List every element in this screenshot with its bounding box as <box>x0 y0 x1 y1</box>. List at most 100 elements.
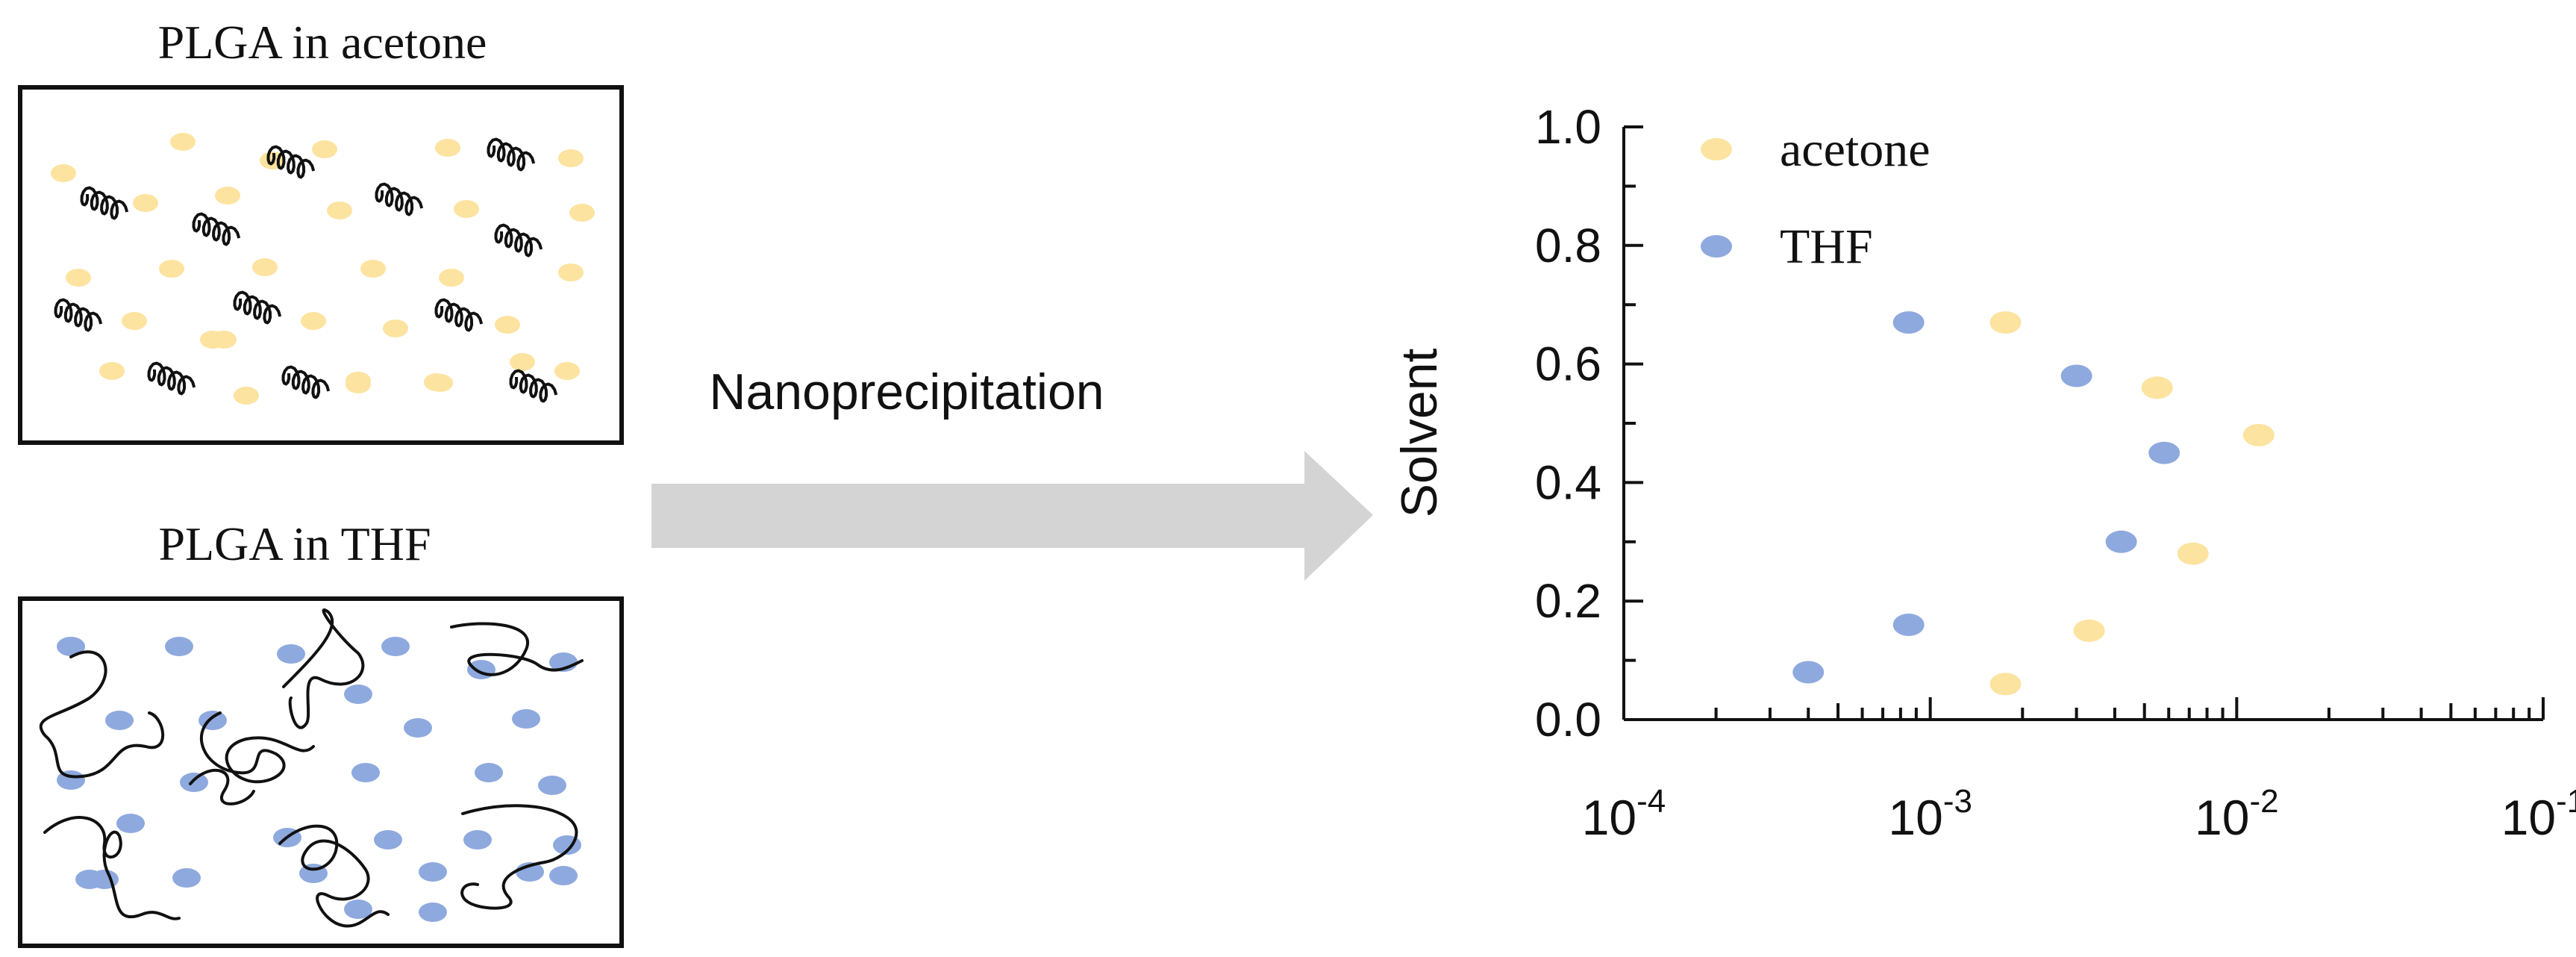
polymer-chain <box>43 816 181 920</box>
thf-molecule <box>277 644 305 664</box>
acetone-molecule <box>558 264 584 281</box>
polymer-chain <box>199 711 315 784</box>
x-tick-label: 10-3 <box>1888 783 1972 845</box>
y-tick-label: 0.2 <box>1535 574 1601 628</box>
acetone-molecule <box>346 375 371 393</box>
y-tick-label: 0.0 <box>1535 693 1601 746</box>
acetone-molecule <box>66 269 91 287</box>
acetone-molecule <box>495 316 520 334</box>
data-point-thf <box>2105 530 2137 553</box>
thf-molecule <box>374 830 402 850</box>
acetone-molecule <box>51 164 76 182</box>
thf-molecule <box>75 870 104 889</box>
arrow-label: Nanoprecipitation <box>709 364 1104 420</box>
acetone-molecule <box>301 312 326 330</box>
acetone-molecule <box>439 269 464 287</box>
data-point-acetone <box>2177 542 2209 565</box>
thf-molecule <box>344 685 372 704</box>
data-point-thf <box>1892 613 1925 636</box>
y-axis-label: Solvent <box>1391 348 1448 517</box>
legend-label: THF <box>1780 219 1873 274</box>
acetone-panel-title: PLGA in acetone <box>158 16 487 69</box>
acetone-molecule <box>159 260 184 278</box>
acetone-molecule <box>383 319 408 337</box>
thf-molecule <box>116 814 145 833</box>
acetone-molecule <box>569 204 595 222</box>
chart-legend: acetone THF <box>1701 122 1931 274</box>
acetone-molecule <box>234 387 259 405</box>
thf-molecule <box>512 709 540 729</box>
data-point-acetone <box>1989 673 2022 696</box>
acetone-molecule <box>554 362 580 380</box>
data-point-acetone <box>2242 423 2275 446</box>
process-arrow <box>651 451 1373 581</box>
polymer-chain <box>278 824 390 928</box>
thf-molecule <box>549 866 578 885</box>
thf-molecule <box>419 903 447 922</box>
polymer-chain <box>189 769 255 805</box>
polymer-coil <box>54 298 103 332</box>
polymer-coil <box>233 290 282 325</box>
thf-molecule <box>57 637 85 656</box>
acetone-molecule <box>327 202 352 219</box>
y-tick-label: 0.6 <box>1535 337 1601 391</box>
thf-molecule <box>180 773 208 792</box>
acetone-solvent-molecules <box>51 133 595 405</box>
polymer-coil <box>80 186 129 220</box>
acetone-molecule <box>122 312 147 330</box>
acetone-molecule <box>510 353 535 371</box>
thf-molecule <box>351 763 380 782</box>
thf-panel-title: PLGA in THF <box>158 517 431 570</box>
data-point-acetone <box>2141 376 2173 399</box>
acetone-molecule <box>428 374 453 392</box>
polymer-chain <box>39 650 165 779</box>
data-points <box>1792 311 2275 696</box>
polymer-coil <box>375 182 424 216</box>
legend-swatch <box>1701 138 1732 160</box>
data-point-acetone <box>2073 619 2105 642</box>
thf-molecule <box>419 862 447 882</box>
polymer-coil <box>281 365 331 399</box>
thf-molecule <box>344 900 372 919</box>
polymer-coil <box>147 361 196 396</box>
polymer-chain <box>460 804 578 910</box>
acetone-molecule <box>170 133 196 151</box>
thf-molecule <box>475 763 503 782</box>
y-tick-label: 1.0 <box>1535 100 1601 154</box>
data-point-thf <box>1792 661 1825 684</box>
acetone-molecule <box>200 331 225 349</box>
thf-molecule <box>105 711 134 730</box>
y-tick-label: 0.8 <box>1535 219 1601 272</box>
acetone-molecule <box>435 139 460 157</box>
x-tick-label: 10-1 <box>2501 783 2576 845</box>
legend-label: acetone <box>1780 122 1931 177</box>
acetone-molecule <box>312 140 337 158</box>
data-point-thf <box>1892 311 1925 334</box>
y-tick-label: 0.4 <box>1535 455 1601 509</box>
y-tick-labels: 0.0 0.2 0.4 0.6 0.8 1.0 <box>1535 100 1601 746</box>
acetone-molecule <box>215 187 240 205</box>
thf-molecule <box>172 868 201 888</box>
acetone-molecule <box>360 260 386 278</box>
polymer-chain <box>282 608 365 729</box>
polymer-coils <box>54 137 558 403</box>
data-point-thf <box>2148 441 2180 464</box>
polymer-coil <box>434 298 484 332</box>
polymer-coil <box>487 137 536 172</box>
thf-molecule <box>538 776 566 795</box>
polymer-coil <box>509 369 558 403</box>
polymer-chains-extended <box>39 608 584 928</box>
polymer-coil <box>192 212 241 246</box>
acetone-molecule <box>133 194 158 212</box>
thf-molecule <box>165 637 193 656</box>
acetone-molecule <box>99 362 125 380</box>
solvent-chart: 0.0 0.2 0.4 0.6 0.8 1.0 10-4 10-3 10-2 10-1 Solv… <box>1391 100 2576 845</box>
x-tick-labels: 10-4 10-3 10-2 10-1 <box>1582 783 2576 845</box>
acetone-molecule <box>454 200 479 218</box>
data-point-acetone <box>1989 311 2022 334</box>
polymer-chain <box>450 622 584 676</box>
thf-molecule <box>467 660 495 679</box>
thf-molecule <box>463 830 492 850</box>
x-tick-label: 10-2 <box>2195 783 2279 845</box>
